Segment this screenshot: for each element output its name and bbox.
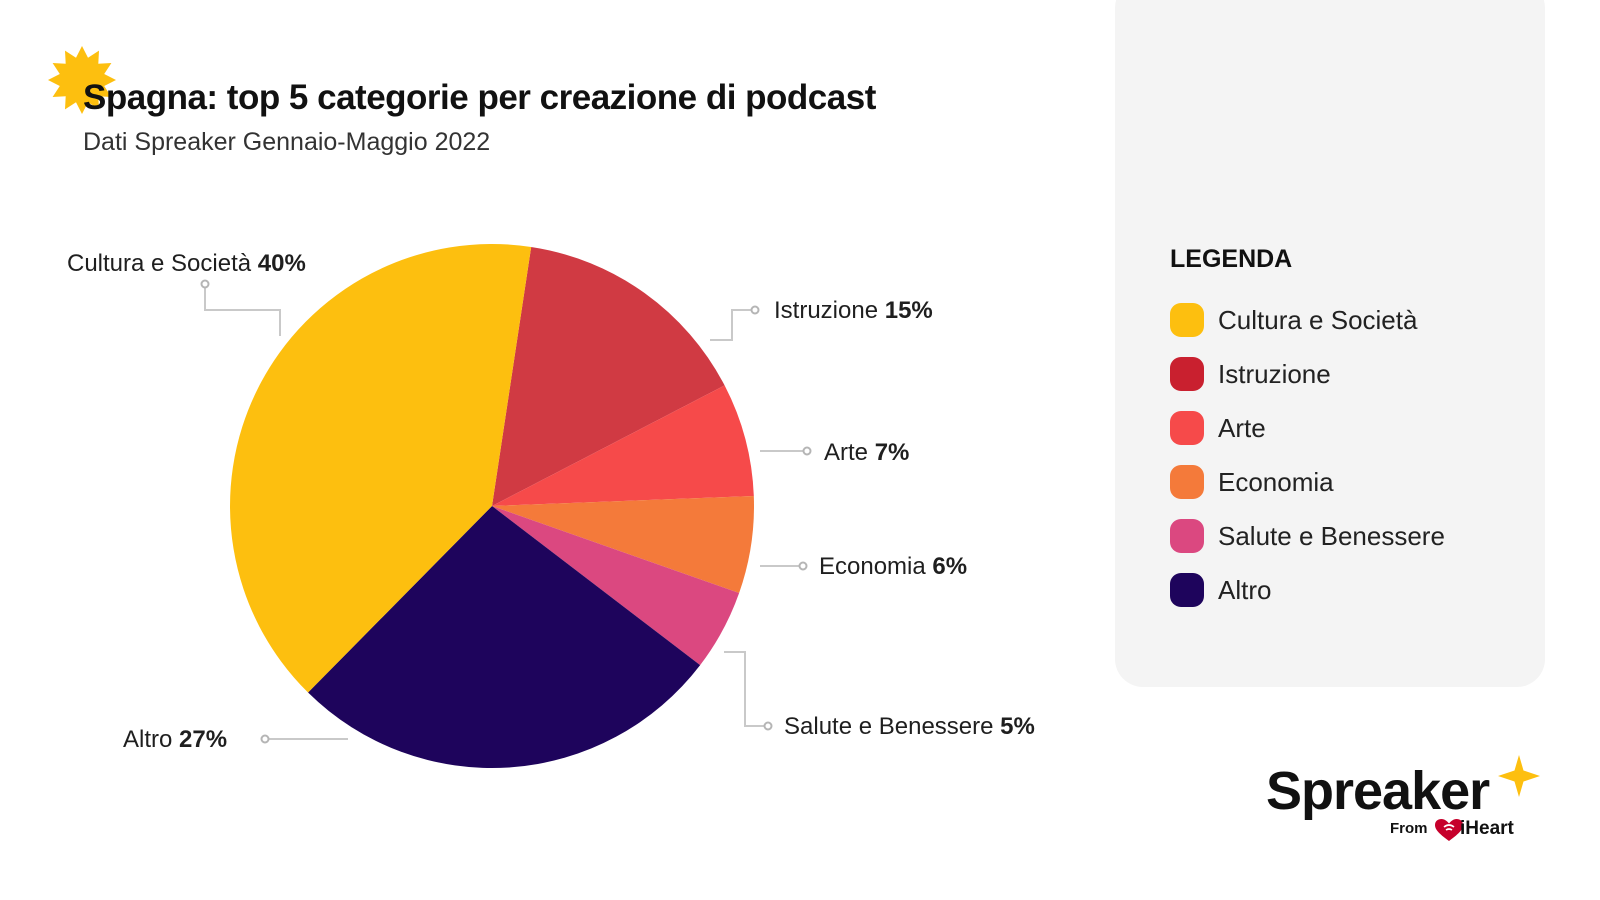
slice-label-name: Istruzione	[774, 297, 885, 324]
pie-slice	[492, 495, 755, 594]
slice-label-value: 6%	[932, 553, 967, 580]
chart-title: Spagna: top 5 categorie per creazione di…	[83, 78, 876, 117]
slice-label-name: Salute e Benessere	[784, 713, 1000, 740]
leader-dot	[763, 721, 773, 731]
leader-line	[724, 651, 765, 727]
legend-label: Altro	[1218, 574, 1272, 605]
brand-partner: iHeart	[1460, 818, 1514, 839]
leader-line	[204, 287, 281, 336]
pie-chart: Cultura e Società 40% Istruzione 15% Arte …	[67, 244, 1035, 768]
sun-star-icon	[48, 46, 116, 114]
legend-label: Arte	[1218, 412, 1266, 443]
legend-swatch	[1170, 411, 1204, 445]
legend-panel: LEGENDA Cultura e Società Istruzione Art…	[1115, 0, 1545, 687]
slice-label-name: Cultura e Società	[67, 250, 258, 277]
slice-label-name: Economia	[819, 553, 932, 580]
slice-label: Economia 6%	[819, 553, 967, 580]
slice-label: Altro 27%	[123, 726, 227, 753]
slice-label-name: Arte	[824, 439, 875, 466]
legend-list: Cultura e Società Istruzione Arte Econom…	[1170, 293, 1445, 617]
legend-item: Arte	[1170, 401, 1445, 455]
leader-dot	[200, 279, 210, 289]
legend-item: Istruzione	[1170, 347, 1445, 401]
legend-swatch	[1170, 465, 1204, 499]
legend-swatch	[1170, 573, 1204, 607]
leader-dot	[802, 446, 812, 456]
legend-label: Economia	[1218, 466, 1334, 497]
legend-item: Economia	[1170, 455, 1445, 509]
legend-swatch	[1170, 519, 1204, 553]
slice-label-value: 40%	[258, 250, 306, 277]
brand-from: From	[1390, 820, 1428, 837]
spreaker-logo: Spreaker From iHeart	[1266, 755, 1556, 860]
slice-label-value: 27%	[179, 726, 227, 753]
pie-slice	[492, 385, 754, 506]
slice-label-name: Altro	[123, 726, 179, 753]
slice-label: Salute e Benessere 5%	[784, 713, 1035, 740]
leader-dot	[798, 561, 808, 571]
leader-dot	[750, 305, 760, 315]
pie-slice	[230, 244, 532, 693]
legend-label: Salute e Benessere	[1218, 520, 1445, 551]
star-icon	[1498, 755, 1540, 797]
brand-name: Spreaker	[1266, 761, 1490, 821]
slice-label-value: 5%	[1000, 713, 1035, 740]
leader-dot	[260, 734, 270, 744]
chart-subtitle: Dati Spreaker Gennaio-Maggio 2022	[83, 128, 491, 156]
leader-line	[710, 309, 752, 341]
iheart-logo-icon	[1435, 819, 1463, 841]
legend-title: LEGENDA	[1170, 245, 1293, 273]
pie-slice	[492, 246, 725, 506]
legend-item: Salute e Benessere	[1170, 509, 1445, 563]
legend-item: Cultura e Società	[1170, 293, 1445, 347]
legend-item: Altro	[1170, 563, 1445, 617]
slice-label: Cultura e Società 40%	[67, 250, 306, 277]
slice-label: Arte 7%	[824, 439, 909, 466]
legend-label: Istruzione	[1218, 358, 1331, 389]
legend-swatch	[1170, 357, 1204, 391]
pie-slice	[492, 506, 740, 666]
slice-label-value: 15%	[885, 297, 933, 324]
pie-slice	[308, 506, 701, 768]
legend-label: Cultura e Società	[1218, 304, 1418, 335]
slice-label: Istruzione 15%	[774, 297, 933, 324]
legend-swatch	[1170, 303, 1204, 337]
pie-slices	[230, 244, 755, 768]
slice-label-value: 7%	[875, 439, 910, 466]
